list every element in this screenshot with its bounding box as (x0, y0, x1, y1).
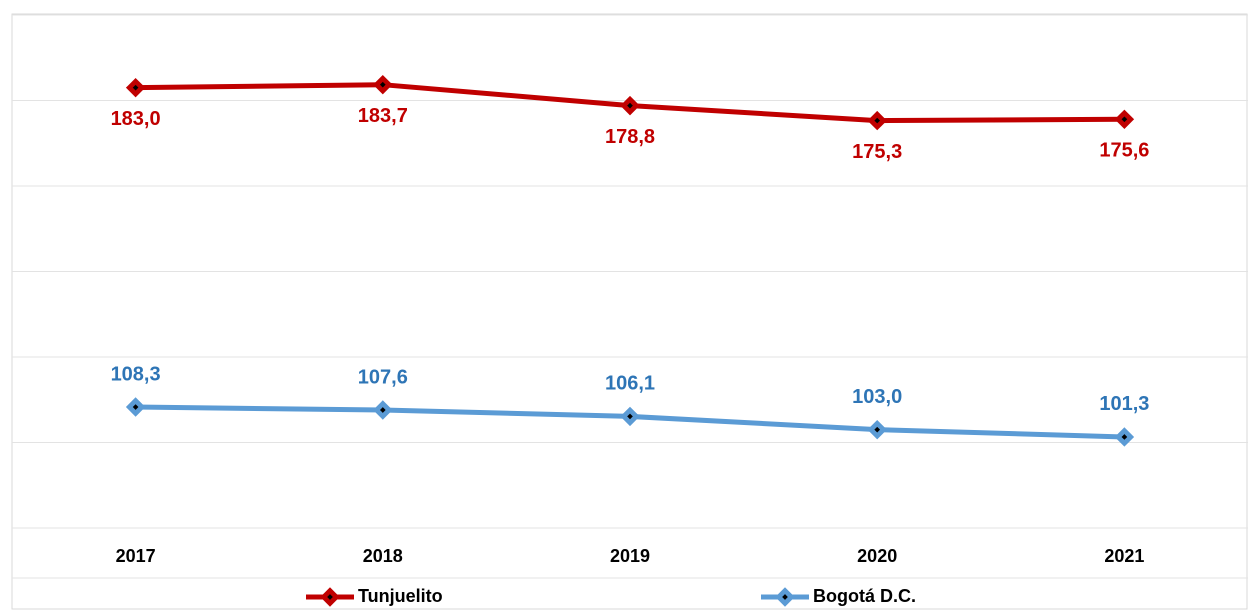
x-tick-label: 2017 (116, 546, 156, 566)
marker-dot (627, 413, 633, 420)
data-label: 175,6 (1099, 140, 1149, 162)
marker-dot (874, 117, 881, 124)
marker-dot (782, 594, 788, 600)
data-label: 175,3 (852, 141, 902, 163)
marker-dot (379, 81, 386, 88)
legend-label: Tunjuelito (358, 586, 443, 606)
x-tick-label: 2018 (363, 546, 403, 566)
legend-label: Bogotá D.C. (813, 586, 916, 606)
marker-dot (379, 407, 386, 413)
marker-dot (327, 594, 333, 600)
data-label: 178,8 (605, 126, 655, 148)
data-label: 183,0 (111, 108, 161, 130)
marker-dot (132, 404, 139, 410)
data-label: 101,3 (1099, 393, 1149, 415)
data-label: 107,6 (358, 366, 408, 388)
x-tick-label: 2021 (1104, 546, 1144, 566)
chart-border (11, 13, 1248, 610)
marker-dot (627, 102, 633, 109)
data-label: 103,0 (852, 386, 902, 408)
x-tick-label: 2019 (610, 546, 650, 566)
x-tick-label: 2020 (857, 546, 897, 566)
data-label: 106,1 (605, 373, 655, 395)
marker-dot (132, 84, 139, 91)
marker-dot (1121, 434, 1128, 440)
data-label: 183,7 (358, 105, 408, 127)
marker-dot (874, 426, 881, 433)
data-label: 108,3 (111, 363, 161, 385)
marker-dot (1121, 116, 1128, 123)
